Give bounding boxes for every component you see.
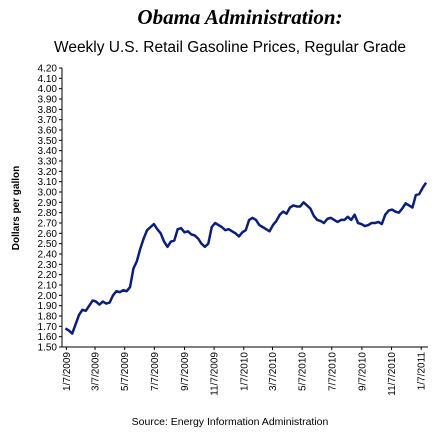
y-tick-label: 2.40: [38, 250, 58, 261]
chart-subtitle: Weekly U.S. Retail Gasoline Prices, Regu…: [54, 39, 406, 56]
x-tick-label: 7/7/2010: [327, 352, 338, 391]
y-tick-label: 3.40: [38, 146, 58, 157]
y-tick-label: 3.70: [38, 115, 58, 126]
y-axis-label: Dollars per gallon: [11, 166, 22, 250]
x-tick-label: 1/7/2009: [62, 352, 73, 391]
y-tick-label: 3.60: [38, 126, 58, 137]
y-tick-label: 4.00: [38, 84, 58, 95]
price-line: [64, 182, 428, 335]
y-tick-label: 3.00: [38, 188, 58, 199]
x-tick-label: 9/7/2010: [357, 352, 368, 391]
y-tick-label: 1.50: [38, 343, 58, 354]
y-tick-label: 3.50: [38, 136, 58, 147]
x-tick-label: 5/7/2009: [120, 352, 131, 391]
y-tick-label: 4.20: [38, 64, 58, 75]
y-tick-label: 1.80: [38, 312, 58, 323]
y-tick-label: 3.80: [38, 105, 58, 116]
y-tick-label: 2.60: [38, 229, 58, 240]
y-tick-label: 1.60: [38, 332, 58, 343]
y-tick-label: 3.90: [38, 95, 58, 106]
y-tick-label: 2.20: [38, 270, 58, 281]
x-tick-label: 5/7/2010: [298, 352, 309, 391]
y-tick-label: 4.10: [38, 74, 58, 85]
x-tick-label: 11/7/2009: [210, 352, 221, 396]
x-tick-label: 11/7/2010: [387, 352, 398, 396]
y-tick-label: 2.00: [38, 291, 58, 302]
y-tick-label: 1.90: [38, 301, 58, 312]
y-tick-label: 2.70: [38, 219, 58, 230]
x-tick-label: 1/7/2010: [239, 352, 250, 391]
y-tick-label: 2.30: [38, 260, 58, 271]
y-tick-label: 2.80: [38, 208, 58, 219]
chart-title: Obama Administration:: [137, 5, 342, 29]
x-tick-label: 3/7/2009: [91, 352, 102, 391]
y-tick-label: 2.50: [38, 239, 58, 250]
y-tick-label: 1.70: [38, 322, 58, 333]
y-tick-label: 3.20: [38, 167, 58, 178]
x-tick-label: 9/7/2009: [180, 352, 191, 391]
source-note: Source: Energy Information Administratio…: [132, 416, 329, 428]
x-tick-label: 7/7/2009: [150, 352, 161, 391]
y-tick-label: 2.10: [38, 281, 58, 292]
x-tick-label: 1/7/2011: [417, 352, 428, 391]
y-tick-label: 2.90: [38, 198, 58, 209]
x-tick-label: 3/7/2010: [268, 352, 279, 391]
y-tick-label: 3.10: [38, 177, 58, 188]
y-tick-label: 3.30: [38, 157, 58, 168]
